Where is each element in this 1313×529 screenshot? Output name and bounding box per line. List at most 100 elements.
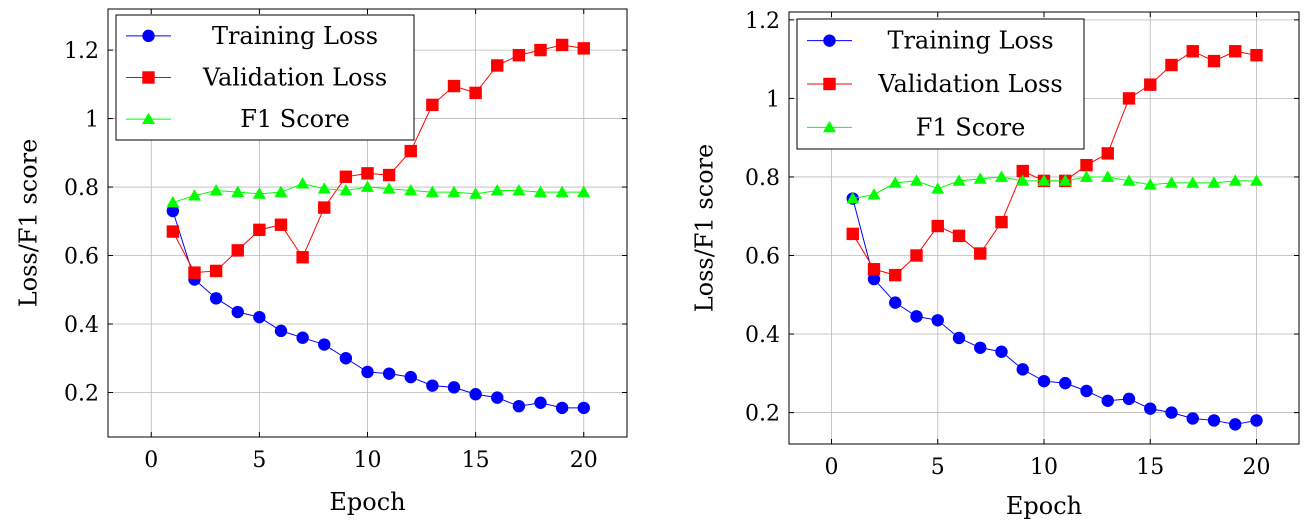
validation-loss-point (974, 247, 987, 260)
series-f1-score (846, 170, 1264, 204)
f1-score-point (1143, 178, 1157, 190)
f1-score-point (1186, 176, 1200, 188)
x-tick-label: 10 (1030, 455, 1058, 480)
training-loss-point (209, 292, 223, 305)
validation-loss-point (491, 59, 504, 72)
training-loss-point (995, 345, 1008, 358)
training-loss-point (952, 331, 966, 345)
training-loss-point (555, 401, 569, 415)
training-loss-point (1207, 414, 1221, 427)
f1-score-point (1058, 174, 1072, 186)
validation-loss-point (209, 264, 223, 278)
training-loss-point (1080, 384, 1093, 398)
f1-score-point (1037, 174, 1051, 186)
validation-loss-point (361, 167, 374, 180)
validation-loss-point (1229, 45, 1242, 58)
training-loss-point (889, 296, 902, 309)
training-loss-point (361, 365, 374, 379)
legend: Training Loss Validation Loss F1 Score (796, 18, 1085, 150)
series-f1-score (166, 177, 591, 208)
validation-loss-point (447, 79, 461, 93)
f1-score-point (252, 187, 266, 199)
training-loss-point (974, 341, 987, 354)
training-loss-point (491, 391, 504, 404)
validation-loss-point (1080, 158, 1093, 172)
f1-score-point (952, 174, 966, 186)
x-tick-label: 15 (462, 448, 490, 473)
validation-loss-point (382, 168, 396, 182)
training-loss-point (404, 370, 417, 384)
y-tick-label: 0.2 (64, 381, 99, 406)
validation-loss-point (1101, 147, 1114, 160)
validation-loss-point (846, 227, 859, 241)
f1-score-point (382, 182, 396, 194)
y-axis-label: Loss/F1 score (691, 144, 719, 313)
y-tick-label: 1.2 (64, 39, 99, 64)
x-tick-label: 5 (931, 455, 945, 480)
y-tick-label: 1 (85, 108, 99, 133)
series-validation-loss (166, 38, 590, 279)
training-loss-point (1037, 374, 1051, 388)
training-loss-point (534, 396, 547, 409)
x-tick-label: 5 (252, 448, 266, 473)
x-tick-label: 20 (1243, 455, 1271, 480)
legend-label: Validation Loss (202, 64, 387, 92)
validation-loss-point (931, 219, 944, 233)
f1-score-point (339, 183, 353, 196)
training-loss-point (1186, 412, 1199, 425)
x-tick-label: 20 (570, 448, 598, 473)
training-loss-point (1016, 363, 1029, 376)
legend-marker (141, 112, 156, 125)
validation-loss-point (995, 215, 1008, 229)
validation-loss-point (296, 251, 309, 264)
legend-label: F1 Score (240, 105, 350, 133)
f1-score-point (404, 183, 418, 196)
y-axis-label: Loss/F1 score (15, 139, 43, 308)
f1-score-point (846, 192, 860, 204)
training-loss-point (274, 324, 288, 338)
f1-score-point (973, 172, 987, 184)
y-tick-label: 0.6 (745, 244, 780, 269)
legend-marker (142, 29, 155, 43)
y-tick-label: 1 (766, 87, 780, 112)
validation-loss-point (1122, 92, 1136, 105)
legend-label: Validation Loss (877, 70, 1062, 98)
validation-loss-point (318, 201, 331, 214)
series-training-loss (166, 204, 590, 415)
validation-loss-point (253, 223, 266, 237)
f1-score-point (512, 183, 526, 196)
y-tick-label: 0.6 (64, 245, 99, 270)
f1-score-point (994, 170, 1009, 182)
f1-score-point (1101, 170, 1115, 182)
f1-score-point (296, 177, 310, 189)
training-loss-point (166, 204, 180, 218)
f1-score-point (231, 185, 245, 198)
chart-1: 0 5 10 15 20 0.2 0.4 0.6 0.8 1 1.2 Epoch Loss/F1 sco… (15, 8, 628, 516)
series-training-loss (846, 192, 1263, 431)
legend-label: Training Loss (212, 22, 378, 50)
training-loss-point (1144, 402, 1157, 415)
y-tick-label: 1.2 (745, 9, 780, 34)
y-tick-label: 0.8 (745, 166, 780, 191)
f1-score-point (490, 183, 504, 196)
y-tick-label: 0.4 (64, 313, 99, 338)
f1-score-point (533, 185, 548, 198)
f1-score-point (577, 185, 591, 198)
f1-score-point (888, 176, 902, 188)
f1-score-point (1122, 174, 1136, 186)
training-loss-point (1165, 406, 1178, 419)
f1-score-point (1207, 176, 1221, 188)
training-loss-point (339, 352, 353, 365)
training-loss-point (253, 310, 266, 324)
validation-loss-point (188, 266, 201, 279)
validation-loss-point (534, 43, 547, 57)
legend-label: Training Loss (887, 27, 1053, 55)
x-axis-label: Epoch (1006, 492, 1082, 520)
f1-score-point (317, 182, 331, 194)
x-axis-label: Epoch (329, 488, 405, 516)
validation-loss-point (231, 244, 244, 257)
training-loss-point (1059, 376, 1072, 390)
series-validation-loss (846, 45, 1263, 282)
